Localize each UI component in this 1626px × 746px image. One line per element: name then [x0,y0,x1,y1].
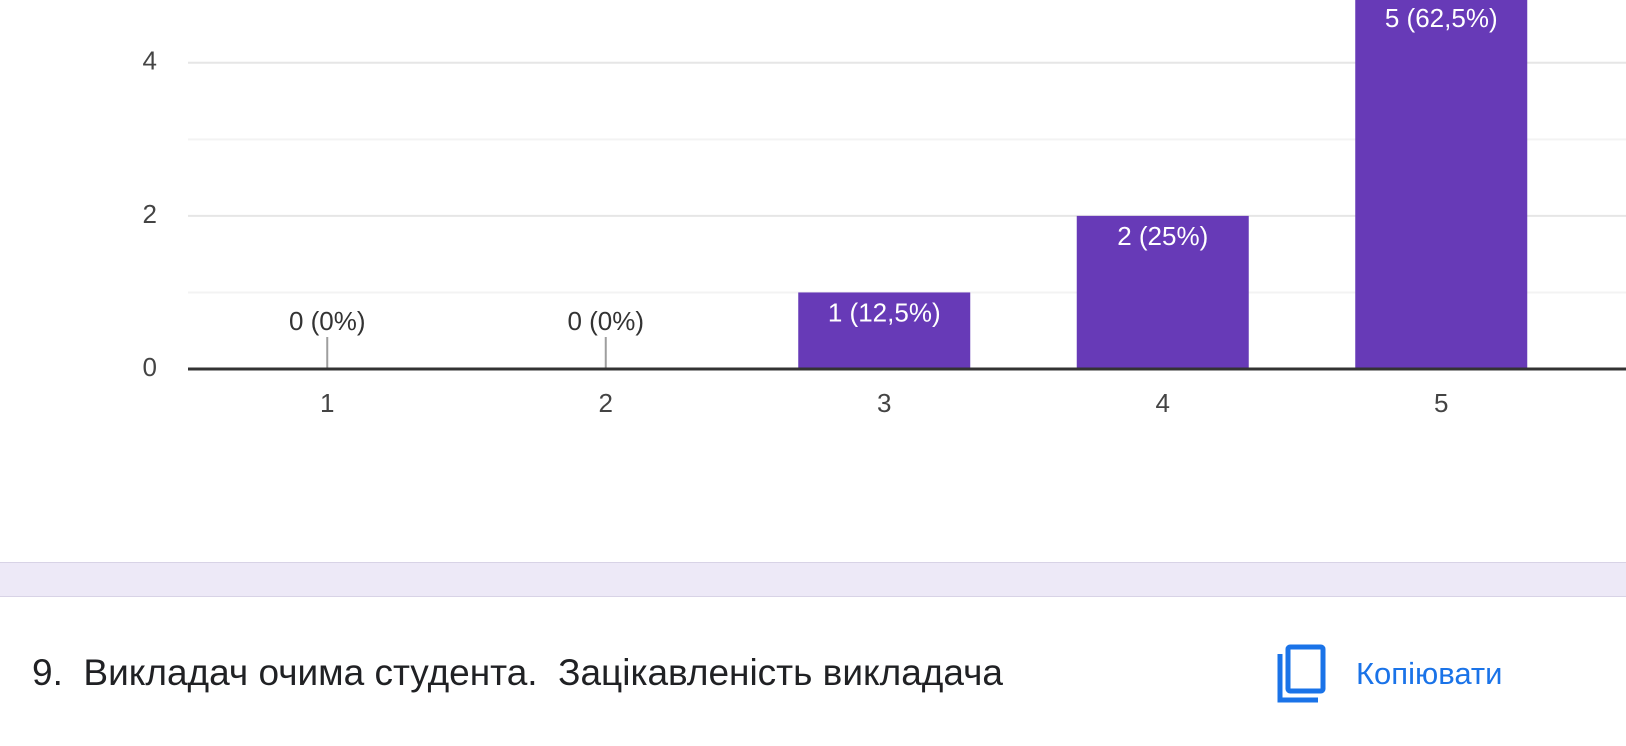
y-tick-label: 4 [143,46,157,76]
data-label: 5 (62,5%) [1385,3,1498,33]
bar [1076,215,1249,369]
x-tick-label: 2 [599,388,613,418]
x-tick-label: 4 [1156,388,1170,418]
x-tick-label: 3 [877,388,891,418]
copy-label: Копіювати [1356,656,1503,691]
data-label: 2 (25%) [1117,221,1208,251]
x-tick-label: 5 [1434,388,1448,418]
y-tick-label: 2 [143,199,157,229]
data-label: 1 (12,5%) [828,297,941,327]
y-tick-label: 0 [143,352,157,382]
bar [1355,0,1528,370]
data-label: 0 (0%) [567,306,644,336]
chart: 0 2 4 1 0 (0%) 2 0 (0%) 3 1 (12,5%) 4 2 (25%) 5 5 (6… [143,0,1626,418]
question-title: 9. Викладач очима студента. Зацікавленіс… [32,652,1003,693]
copy-button[interactable]: Копіювати [1276,644,1502,704]
section-divider [0,562,1626,597]
x-tick-label: 1 [320,388,334,418]
copy-icon [1277,644,1326,703]
bar [798,292,971,369]
data-label: 0 (0%) [289,306,366,336]
